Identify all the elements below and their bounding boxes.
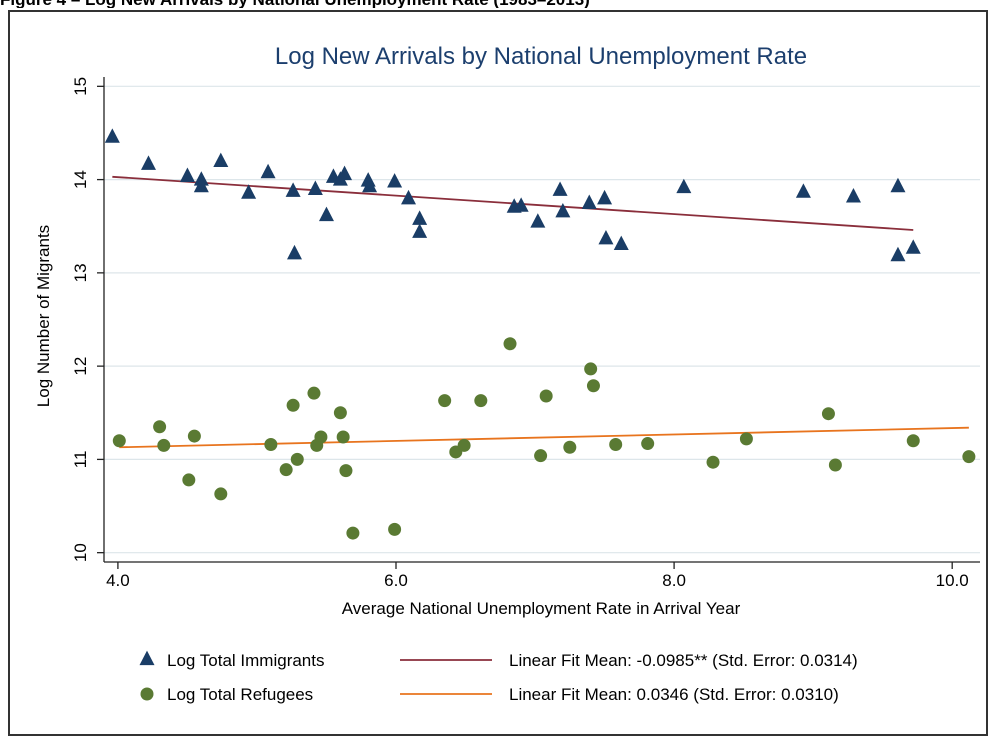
plot-area bbox=[104, 77, 980, 562]
immigrants-point bbox=[555, 202, 571, 218]
legend-series-label: Log Total Refugees bbox=[167, 685, 313, 704]
immigrants-point bbox=[598, 229, 614, 245]
refugees-point bbox=[279, 463, 293, 477]
refugees-point bbox=[584, 362, 598, 376]
y-tick-label: 10 bbox=[71, 543, 90, 562]
refugees-point bbox=[828, 458, 842, 472]
refugees-point bbox=[563, 440, 577, 454]
immigrants-point bbox=[552, 181, 568, 196]
refugees-point bbox=[336, 430, 350, 444]
refugees-point bbox=[286, 398, 300, 412]
immigrants-point bbox=[890, 177, 906, 193]
y-tick-label: 11 bbox=[71, 451, 90, 469]
x-axis-label: Average National Unemployment Rate in Ar… bbox=[342, 599, 741, 618]
immigrants-point bbox=[513, 197, 529, 212]
y-tick-label: 12 bbox=[71, 357, 90, 376]
refugees-point bbox=[641, 437, 655, 451]
immigrants-point bbox=[845, 188, 861, 203]
x-tick-label: 4.0 bbox=[106, 571, 130, 590]
immigrants-point bbox=[241, 184, 257, 199]
refugees-point bbox=[739, 432, 753, 446]
immigrants-point bbox=[597, 189, 613, 205]
refugees-point bbox=[333, 406, 347, 420]
immigrants-point bbox=[285, 182, 301, 197]
immigrants-point bbox=[676, 178, 692, 194]
immigrants-point bbox=[140, 155, 156, 170]
plot-background bbox=[104, 77, 980, 562]
legend-immigrants-marker bbox=[139, 650, 155, 666]
refugees-point bbox=[539, 389, 553, 403]
chart-title: Log New Arrivals by National Unemploymen… bbox=[275, 43, 807, 70]
refugees-point bbox=[314, 430, 328, 444]
refugees-point bbox=[438, 394, 452, 408]
y-tick-label: 15 bbox=[71, 77, 90, 96]
refugees-point bbox=[264, 437, 278, 451]
x-tick-label: 6.0 bbox=[384, 571, 408, 590]
refugees-point bbox=[388, 522, 402, 536]
immigrants-point bbox=[337, 165, 353, 181]
legend-refugees-marker bbox=[140, 687, 154, 701]
refugees-point bbox=[153, 420, 167, 434]
legend-series-label: Log Total Immigrants bbox=[167, 651, 324, 670]
immigrants-point bbox=[412, 223, 428, 238]
refugees-point bbox=[307, 386, 321, 400]
refugees-point bbox=[214, 487, 228, 501]
refugees-point bbox=[346, 526, 360, 540]
refugees-point bbox=[906, 434, 920, 448]
refugees-point bbox=[457, 438, 471, 452]
y-tick-label: 13 bbox=[71, 263, 90, 282]
immigrants-point bbox=[193, 177, 209, 193]
legend-fit-label: Linear Fit Mean: -0.0985** (Std. Error: … bbox=[509, 651, 858, 670]
refugees-point bbox=[821, 407, 835, 421]
x-tick-label: 8.0 bbox=[662, 571, 686, 590]
immigrants-point bbox=[104, 128, 120, 143]
refugees-point bbox=[290, 452, 304, 466]
immigrants-point bbox=[795, 183, 811, 198]
immigrants-point bbox=[179, 167, 195, 182]
refugees-point bbox=[706, 455, 720, 469]
refugees-point bbox=[182, 473, 196, 487]
legend: Log Total Immigrants Log Total Refugees Li… bbox=[139, 650, 858, 704]
refugees-point bbox=[187, 429, 201, 443]
immigrants-point bbox=[318, 206, 334, 222]
refugees-point bbox=[112, 434, 126, 448]
fit-line bbox=[119, 426, 969, 449]
immigrants-point bbox=[613, 235, 629, 251]
axes: 10 11 12 13 14 15 4.0 6.0 8.0 10.0 bbox=[71, 77, 980, 590]
refugees-point bbox=[157, 438, 171, 452]
immigrants-point bbox=[412, 210, 428, 225]
immigrants-point bbox=[890, 246, 906, 262]
refugees-point bbox=[534, 449, 548, 463]
immigrants-point bbox=[286, 244, 302, 260]
immigrants-point bbox=[362, 177, 378, 193]
legend-fit-label: Linear Fit Mean: 0.0346 (Std. Error: 0.0… bbox=[509, 685, 839, 704]
immigrants-point bbox=[387, 173, 403, 188]
immigrants-point bbox=[213, 152, 229, 168]
immigrants-point bbox=[581, 194, 597, 209]
refugees-point bbox=[609, 437, 623, 451]
refugees-point bbox=[503, 337, 517, 351]
refugees-point bbox=[474, 394, 488, 408]
immigrants-point bbox=[307, 180, 323, 195]
refugees-point bbox=[339, 464, 353, 478]
immigrants-point bbox=[260, 163, 276, 179]
data-points bbox=[104, 128, 976, 540]
y-tick-label: 14 bbox=[71, 170, 90, 189]
figure-caption: Figure 4 – Log New Arrivals by National … bbox=[0, 0, 997, 8]
immigrants-point bbox=[905, 239, 921, 254]
refugees-point bbox=[962, 450, 976, 464]
immigrants-point bbox=[530, 213, 546, 228]
refugees-point bbox=[586, 379, 600, 393]
y-axis-label: Log Number of Migrants bbox=[34, 225, 53, 407]
immigrants-point bbox=[401, 189, 417, 205]
x-tick-label: 10.0 bbox=[936, 571, 969, 590]
